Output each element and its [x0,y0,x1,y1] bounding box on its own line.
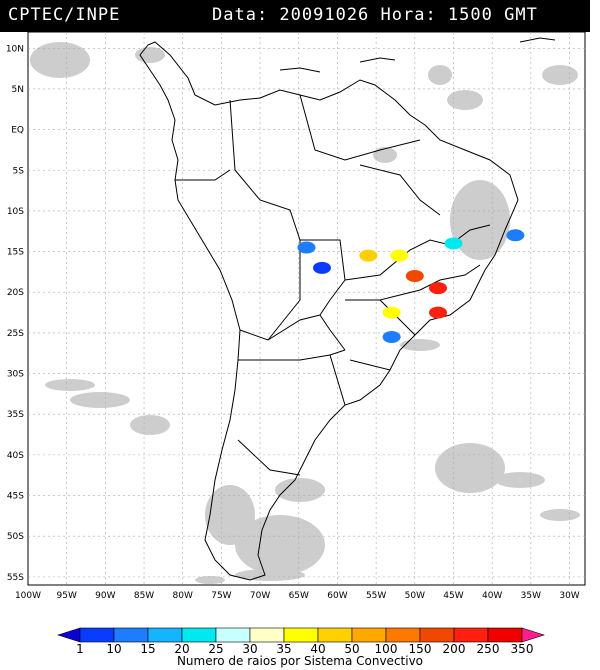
legend-color-swatch [317,627,353,643]
convective-system [382,330,401,343]
map-frame [27,32,586,586]
latitude-label: 10S [7,207,24,217]
legend-color-swatch [215,627,251,643]
latitude-label: 10N [6,44,24,54]
convective-system [506,229,525,242]
longitude-label: 100W [15,591,41,601]
longitude-labels: 100W 95W 90W 85W 80W 75W 70W 65W 60W 55W 50W 45W 40W… [15,591,580,601]
longitude-label: 85W [134,591,154,601]
longitude-label: 65W [289,591,309,601]
legend-color-swatch [419,627,455,643]
legend-title: Numero de raios por Sistema Convectivo [176,654,424,668]
longitude-label: 50W [405,591,425,601]
longitude-label: 70W [250,591,270,601]
legend-tick-label: 150 [409,642,432,654]
longitude-label: 75W [211,591,231,601]
latitude-label: 35S [7,410,24,420]
legend-tick-label: 1 [76,642,84,654]
latitude-labels: 10N 5N EQ 5S 10S 15S 20S 25S 30S 35S 40S 45S 50S 55S [6,44,24,583]
latitude-label: 45S [7,492,24,502]
longitude-label: 95W [57,591,77,601]
cloud-cover [30,42,580,584]
legend-tick-label: 40 [310,642,325,654]
graticule [28,32,585,585]
longitude-label: 60W [327,591,347,601]
convective-system [382,306,401,319]
latitude-label: 5S [13,166,25,176]
title-bar: CPTEC/INPE Data: 20091026 Hora: 1500 GMT [0,0,590,32]
convective-system [444,237,463,250]
longitude-label: 55W [366,591,386,601]
legend-color-swatch [385,627,421,643]
longitude-label: 80W [173,591,193,601]
legend-color-swatch [249,627,285,643]
longitude-label: 35W [521,591,541,601]
latitude-label: 25S [7,329,24,339]
legend-color-swatch [487,627,523,643]
legend-tick-label: 20 [174,642,189,654]
legend-color-swatch [113,627,149,643]
legend-color-swatch [79,627,115,643]
latitude-label: 55S [7,573,24,583]
convective-system [429,282,448,295]
latitude-label: 50S [7,532,24,542]
legend-color-swatch [453,627,489,643]
legend-tick-label: 100 [375,642,398,654]
legend-tick-label: 30 [242,642,257,654]
date-time-label: Data: 20091026 Hora: 1500 GMT [212,5,538,25]
longitude-label: 30W [559,591,579,601]
map-panel: 10N5NEQ5S10S15S20S25S30S35S40S45S50S55S … [6,32,586,601]
color-legend: 1 10 15 20 25 30 35 40 50 100 150 200 250 350 [57,627,545,654]
longitude-label: 40W [482,591,502,601]
longitude-label: 45W [443,591,463,601]
legend-tick-label: 350 [511,642,534,654]
latitude-label: 20S [7,288,24,298]
convective-system [359,249,378,262]
org-label: CPTEC/INPE [8,5,121,25]
legend-tick-label: 250 [477,642,500,654]
convective-system [297,241,316,254]
legend-color-swatch [147,627,183,643]
latitude-label: EQ [11,126,24,136]
legend-tick-label: 50 [344,642,359,654]
latitude-label: 30S [7,370,24,380]
legend-tick-label: 35 [276,642,291,654]
legend-tick-label: 15 [140,642,155,654]
legend-color-swatch [351,627,387,643]
convective-system [312,261,331,274]
legend-color-swatch [57,627,81,643]
latitude-label: 15S [7,248,24,258]
legend-color-swatch [283,627,319,643]
legend-tick-label: 25 [208,642,223,654]
convective-system [429,306,448,319]
convective-system [405,269,424,282]
latitude-label: 5N [12,85,24,95]
legend-tick-label: 200 [443,642,466,654]
lightning-systems [297,229,525,343]
convective-system [390,249,409,262]
legend-color-swatch [181,627,217,643]
legend-color-swatch [521,627,545,643]
legend-tick-label: 10 [106,642,121,654]
latitude-label: 40S [7,451,24,461]
longitude-label: 90W [95,591,115,601]
